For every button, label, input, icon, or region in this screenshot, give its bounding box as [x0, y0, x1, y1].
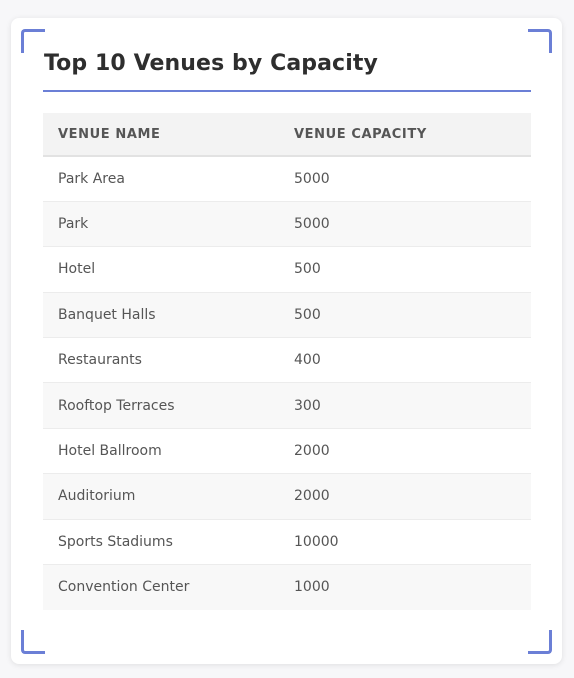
- venue-capacity-cell: 5000: [294, 170, 330, 187]
- venue-capacity-cell: 300: [294, 397, 321, 414]
- venue-name-cell: Convention Center: [58, 579, 190, 596]
- venues-card: Top 10 Venues by Capacity VENUE NAME VEN…: [11, 18, 562, 664]
- venue-capacity-cell: 2000: [294, 488, 330, 505]
- title-underline: [43, 90, 531, 92]
- venue-capacity-cell: 10000: [294, 533, 339, 550]
- venue-name-cell: Park Area: [58, 170, 125, 187]
- venue-name-cell: Hotel: [58, 261, 96, 278]
- table-row: Hotel 500: [43, 246, 531, 293]
- table-body: Park Area 5000 Park 5000 Hotel 500 Banqu…: [43, 156, 531, 610]
- venue-capacity-cell: 5000: [294, 216, 330, 233]
- venue-capacity-cell: 400: [294, 352, 321, 369]
- venue-name-cell: Banquet Halls: [58, 306, 156, 323]
- venue-name-cell: Auditorium: [58, 488, 136, 505]
- venue-capacity-cell: 500: [294, 306, 321, 323]
- venue-name-cell: Restaurants: [58, 352, 142, 369]
- venue-capacity-cell: 2000: [294, 443, 330, 460]
- table-row: Auditorium 2000: [43, 473, 531, 520]
- venue-name-cell: Rooftop Terraces: [58, 397, 175, 414]
- venue-name-cell: Hotel Ballroom: [58, 443, 162, 460]
- corner-bracket-top-right: [528, 29, 552, 53]
- corner-bracket-bottom-right: [528, 630, 552, 654]
- venue-capacity-cell: 500: [294, 261, 321, 278]
- column-header-venue-name: VENUE NAME: [58, 126, 161, 142]
- table-row: Sports Stadiums 10000: [43, 519, 531, 565]
- venue-name-cell: Park: [58, 216, 89, 233]
- table-row: Banquet Halls 500: [43, 292, 531, 338]
- table-row: Park 5000: [43, 201, 531, 247]
- corner-bracket-bottom-left: [21, 630, 45, 654]
- table-row: Hotel Ballroom 2000: [43, 428, 531, 474]
- table-header: VENUE NAME VENUE CAPACITY: [43, 113, 531, 156]
- table-row: Rooftop Terraces 300: [43, 382, 531, 429]
- table-row: Park Area 5000: [43, 156, 531, 202]
- venues-table-container: VENUE NAME VENUE CAPACITY Park Area 5000…: [43, 113, 531, 610]
- venues-table: VENUE NAME VENUE CAPACITY Park Area 5000…: [43, 113, 531, 610]
- table-row: Restaurants 400: [43, 337, 531, 383]
- table-header-row: VENUE NAME VENUE CAPACITY: [43, 113, 531, 156]
- venue-capacity-cell: 1000: [294, 579, 330, 596]
- venue-name-cell: Sports Stadiums: [58, 533, 173, 550]
- table-row: Convention Center 1000: [43, 564, 531, 610]
- corner-bracket-top-left: [21, 29, 45, 53]
- column-header-venue-capacity: VENUE CAPACITY: [294, 126, 427, 142]
- card-title: Top 10 Venues by Capacity: [44, 51, 378, 76]
